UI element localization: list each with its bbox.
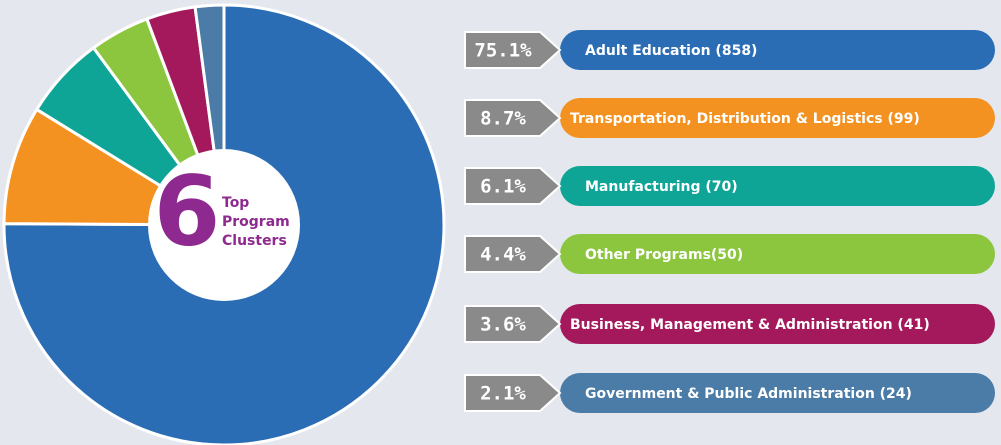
legend-pill	[560, 304, 995, 344]
category-label: Transportation, Distribution & Logistics…	[570, 111, 920, 127]
percent-label: 6.1%	[480, 176, 526, 198]
category-label: Adult Education (858)	[585, 43, 757, 59]
category-label: Government & Public Administration (24)	[585, 386, 912, 402]
percent-label: 8.7%	[480, 108, 526, 130]
legend-pill	[560, 166, 995, 206]
percent-label: 4.4%	[480, 244, 526, 266]
percent-box	[464, 305, 562, 343]
percent-box	[464, 374, 562, 412]
legend-pill	[560, 373, 995, 413]
category-label: Manufacturing (70)	[585, 179, 738, 195]
center-number: 6	[154, 155, 221, 267]
category-label: Other Programs(50)	[585, 247, 743, 263]
pie-slice	[2, 3, 446, 445]
percent-label: 75.1%	[474, 40, 532, 62]
category-label: Business, Management & Administration (4…	[570, 317, 930, 333]
percent-box	[464, 99, 562, 137]
center-line: Program	[222, 214, 290, 230]
center-line: Top	[222, 195, 249, 211]
legend-pill	[560, 30, 995, 70]
percent-label: 2.1%	[480, 383, 526, 405]
percent-box	[464, 31, 562, 69]
center-line: Clusters	[222, 233, 287, 249]
legend-pill	[560, 98, 995, 138]
percent-label: 3.6%	[480, 314, 526, 336]
percent-box	[464, 167, 562, 205]
legend: 75.1% Adult Education (858) 8.7% Transporta…	[464, 30, 995, 413]
legend-pill	[560, 234, 995, 274]
percent-box	[464, 235, 562, 273]
center-hole	[148, 149, 300, 301]
